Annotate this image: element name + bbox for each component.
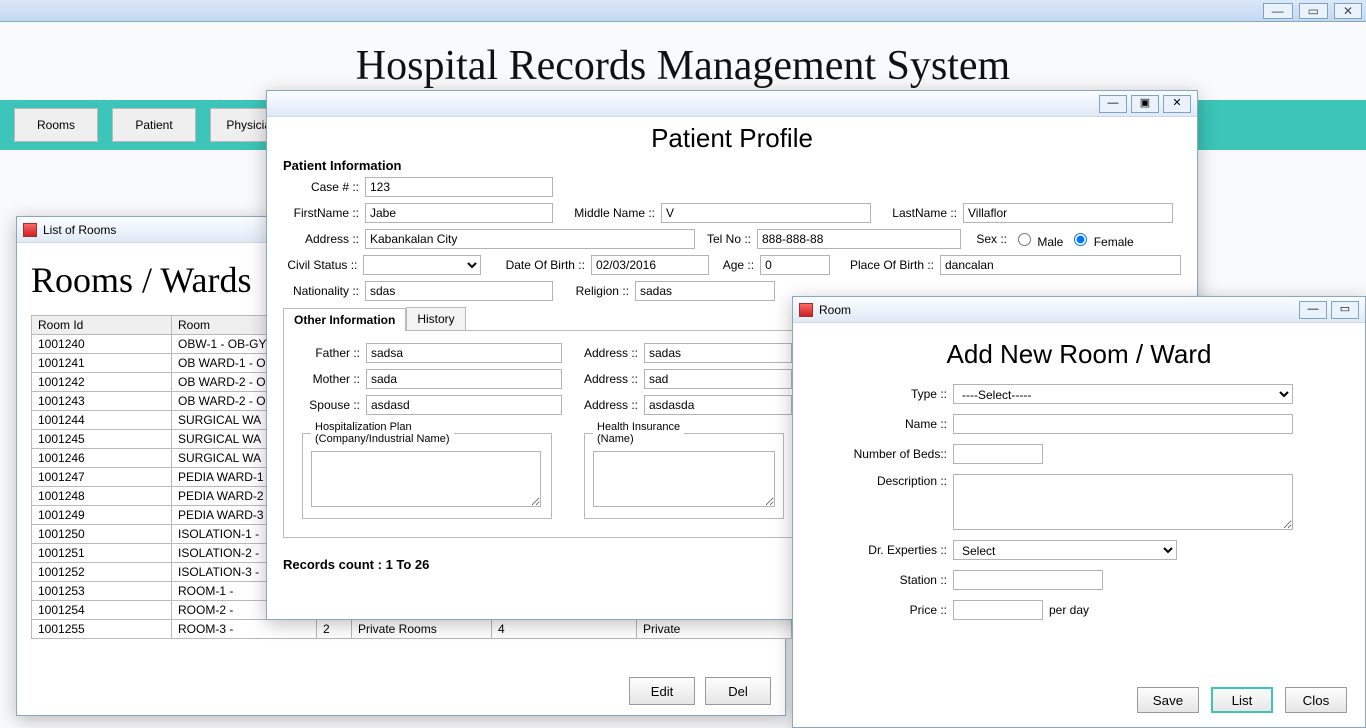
rooms-edit-button[interactable]: Edit [629,677,695,705]
mother-label: Mother :: [300,372,360,386]
hosp-plan-input[interactable] [311,451,541,507]
patient-min-btn[interactable]: — [1099,95,1127,113]
table-row[interactable]: 1001255ROOM-3 -2Private Rooms4Private [32,620,792,639]
nationality-input[interactable] [365,281,553,301]
male-radio-label[interactable]: Male [1013,230,1063,249]
nav-patient-button[interactable]: Patient [112,108,196,142]
pob-label: Place Of Birth :: [836,258,934,272]
rooms-col-header[interactable]: Room Id [32,316,172,335]
age-input[interactable] [760,255,830,275]
experties-label: Dr. Experties :: [817,543,947,557]
firstname-input[interactable] [365,203,553,223]
patient-max-btn[interactable]: ▣ [1131,95,1159,113]
records-count-label: Records count : 1 To 26 [283,557,429,572]
name-label: Name :: [817,417,947,431]
addroom-window: Room — ▭ Add New Room / Ward Type :: ---… [792,296,1366,728]
case-input[interactable] [365,177,553,197]
beds-input[interactable] [953,444,1043,464]
case-label: Case # :: [283,180,359,194]
pob-input[interactable] [940,255,1181,275]
mother-address-label: Address :: [568,372,638,386]
form-icon [799,303,813,317]
male-radio[interactable] [1018,233,1031,246]
firstname-label: FirstName :: [283,206,359,220]
rooms-delete-button[interactable]: Del [705,677,771,705]
desc-label: Description :: [817,474,947,488]
price-label: Price :: [817,603,947,617]
rooms-window-title: List of Rooms [43,223,116,237]
spouse-input[interactable] [366,395,562,415]
mother-address-input[interactable] [644,369,792,389]
health-ins-legend: Health Insurance (Name) [593,421,684,445]
type-select[interactable]: ----Select----- [953,384,1293,404]
os-close-btn[interactable]: ✕ [1334,3,1362,19]
os-min-btn[interactable]: — [1263,3,1293,19]
address-input[interactable] [365,229,695,249]
tab-other-info[interactable]: Other Information [283,308,406,331]
health-ins-input[interactable] [593,451,775,507]
form-icon [23,223,37,237]
sex-label: Sex :: [967,232,1007,246]
addroom-titlebar-text: Room [819,303,851,317]
desc-input[interactable] [953,474,1293,530]
addroom-list-button[interactable]: List [1211,687,1273,713]
civil-select[interactable] [363,255,481,275]
dob-input[interactable] [591,255,709,275]
nationality-label: Nationality :: [283,284,359,298]
experties-select[interactable]: Select [953,540,1177,560]
religion-input[interactable] [635,281,775,301]
price-input[interactable] [953,600,1043,620]
addroom-save-button[interactable]: Save [1137,687,1199,713]
tab-history[interactable]: History [406,307,465,330]
hosp-plan-fieldset: Hospitalization Plan (Company/Industrial… [302,421,552,519]
patient-profile-title: Patient Profile [267,117,1197,156]
middlename-label: Middle Name :: [559,206,655,220]
app-title: Hospital Records Management System [0,22,1366,100]
dob-label: Date Of Birth :: [487,258,585,272]
patient-close-btn[interactable]: ✕ [1163,95,1191,113]
station-input[interactable] [953,570,1103,590]
middlename-input[interactable] [661,203,871,223]
father-address-label: Address :: [568,346,638,360]
type-label: Type :: [817,387,947,401]
addroom-heading: Add New Room / Ward [793,323,1365,384]
lastname-input[interactable] [963,203,1173,223]
spouse-address-input[interactable] [644,395,792,415]
spouse-address-label: Address :: [568,398,638,412]
os-taskbar: — ▭ ✕ [0,0,1366,22]
spouse-label: Spouse :: [300,398,360,412]
female-radio-label[interactable]: Female [1069,230,1133,249]
health-ins-fieldset: Health Insurance (Name) [584,421,784,519]
addroom-max-btn[interactable]: ▭ [1331,301,1359,319]
tel-label: Tel No :: [701,232,751,246]
patient-titlebar[interactable]: — ▣ ✕ [267,91,1197,117]
station-label: Station :: [817,573,947,587]
father-address-input[interactable] [644,343,792,363]
religion-label: Religion :: [559,284,629,298]
addroom-min-btn[interactable]: — [1299,301,1327,319]
nav-rooms-button[interactable]: Rooms [14,108,98,142]
addroom-titlebar[interactable]: Room — ▭ [793,297,1365,323]
father-label: Father :: [300,346,360,360]
perday-label: per day [1049,603,1089,617]
civil-label: Civil Status :: [283,258,357,272]
hosp-plan-legend: Hospitalization Plan (Company/Industrial… [311,421,454,445]
addroom-close-button[interactable]: Clos [1285,687,1347,713]
patient-info-label: Patient Information [283,158,1181,173]
mother-input[interactable] [366,369,562,389]
os-max-btn[interactable]: ▭ [1299,3,1328,19]
tel-input[interactable] [757,229,961,249]
father-input[interactable] [366,343,562,363]
female-radio[interactable] [1074,233,1087,246]
lastname-label: LastName :: [877,206,957,220]
room-name-input[interactable] [953,414,1293,434]
address-label: Address :: [283,232,359,246]
beds-label: Number of Beds:: [817,447,947,461]
age-label: Age :: [715,258,754,272]
